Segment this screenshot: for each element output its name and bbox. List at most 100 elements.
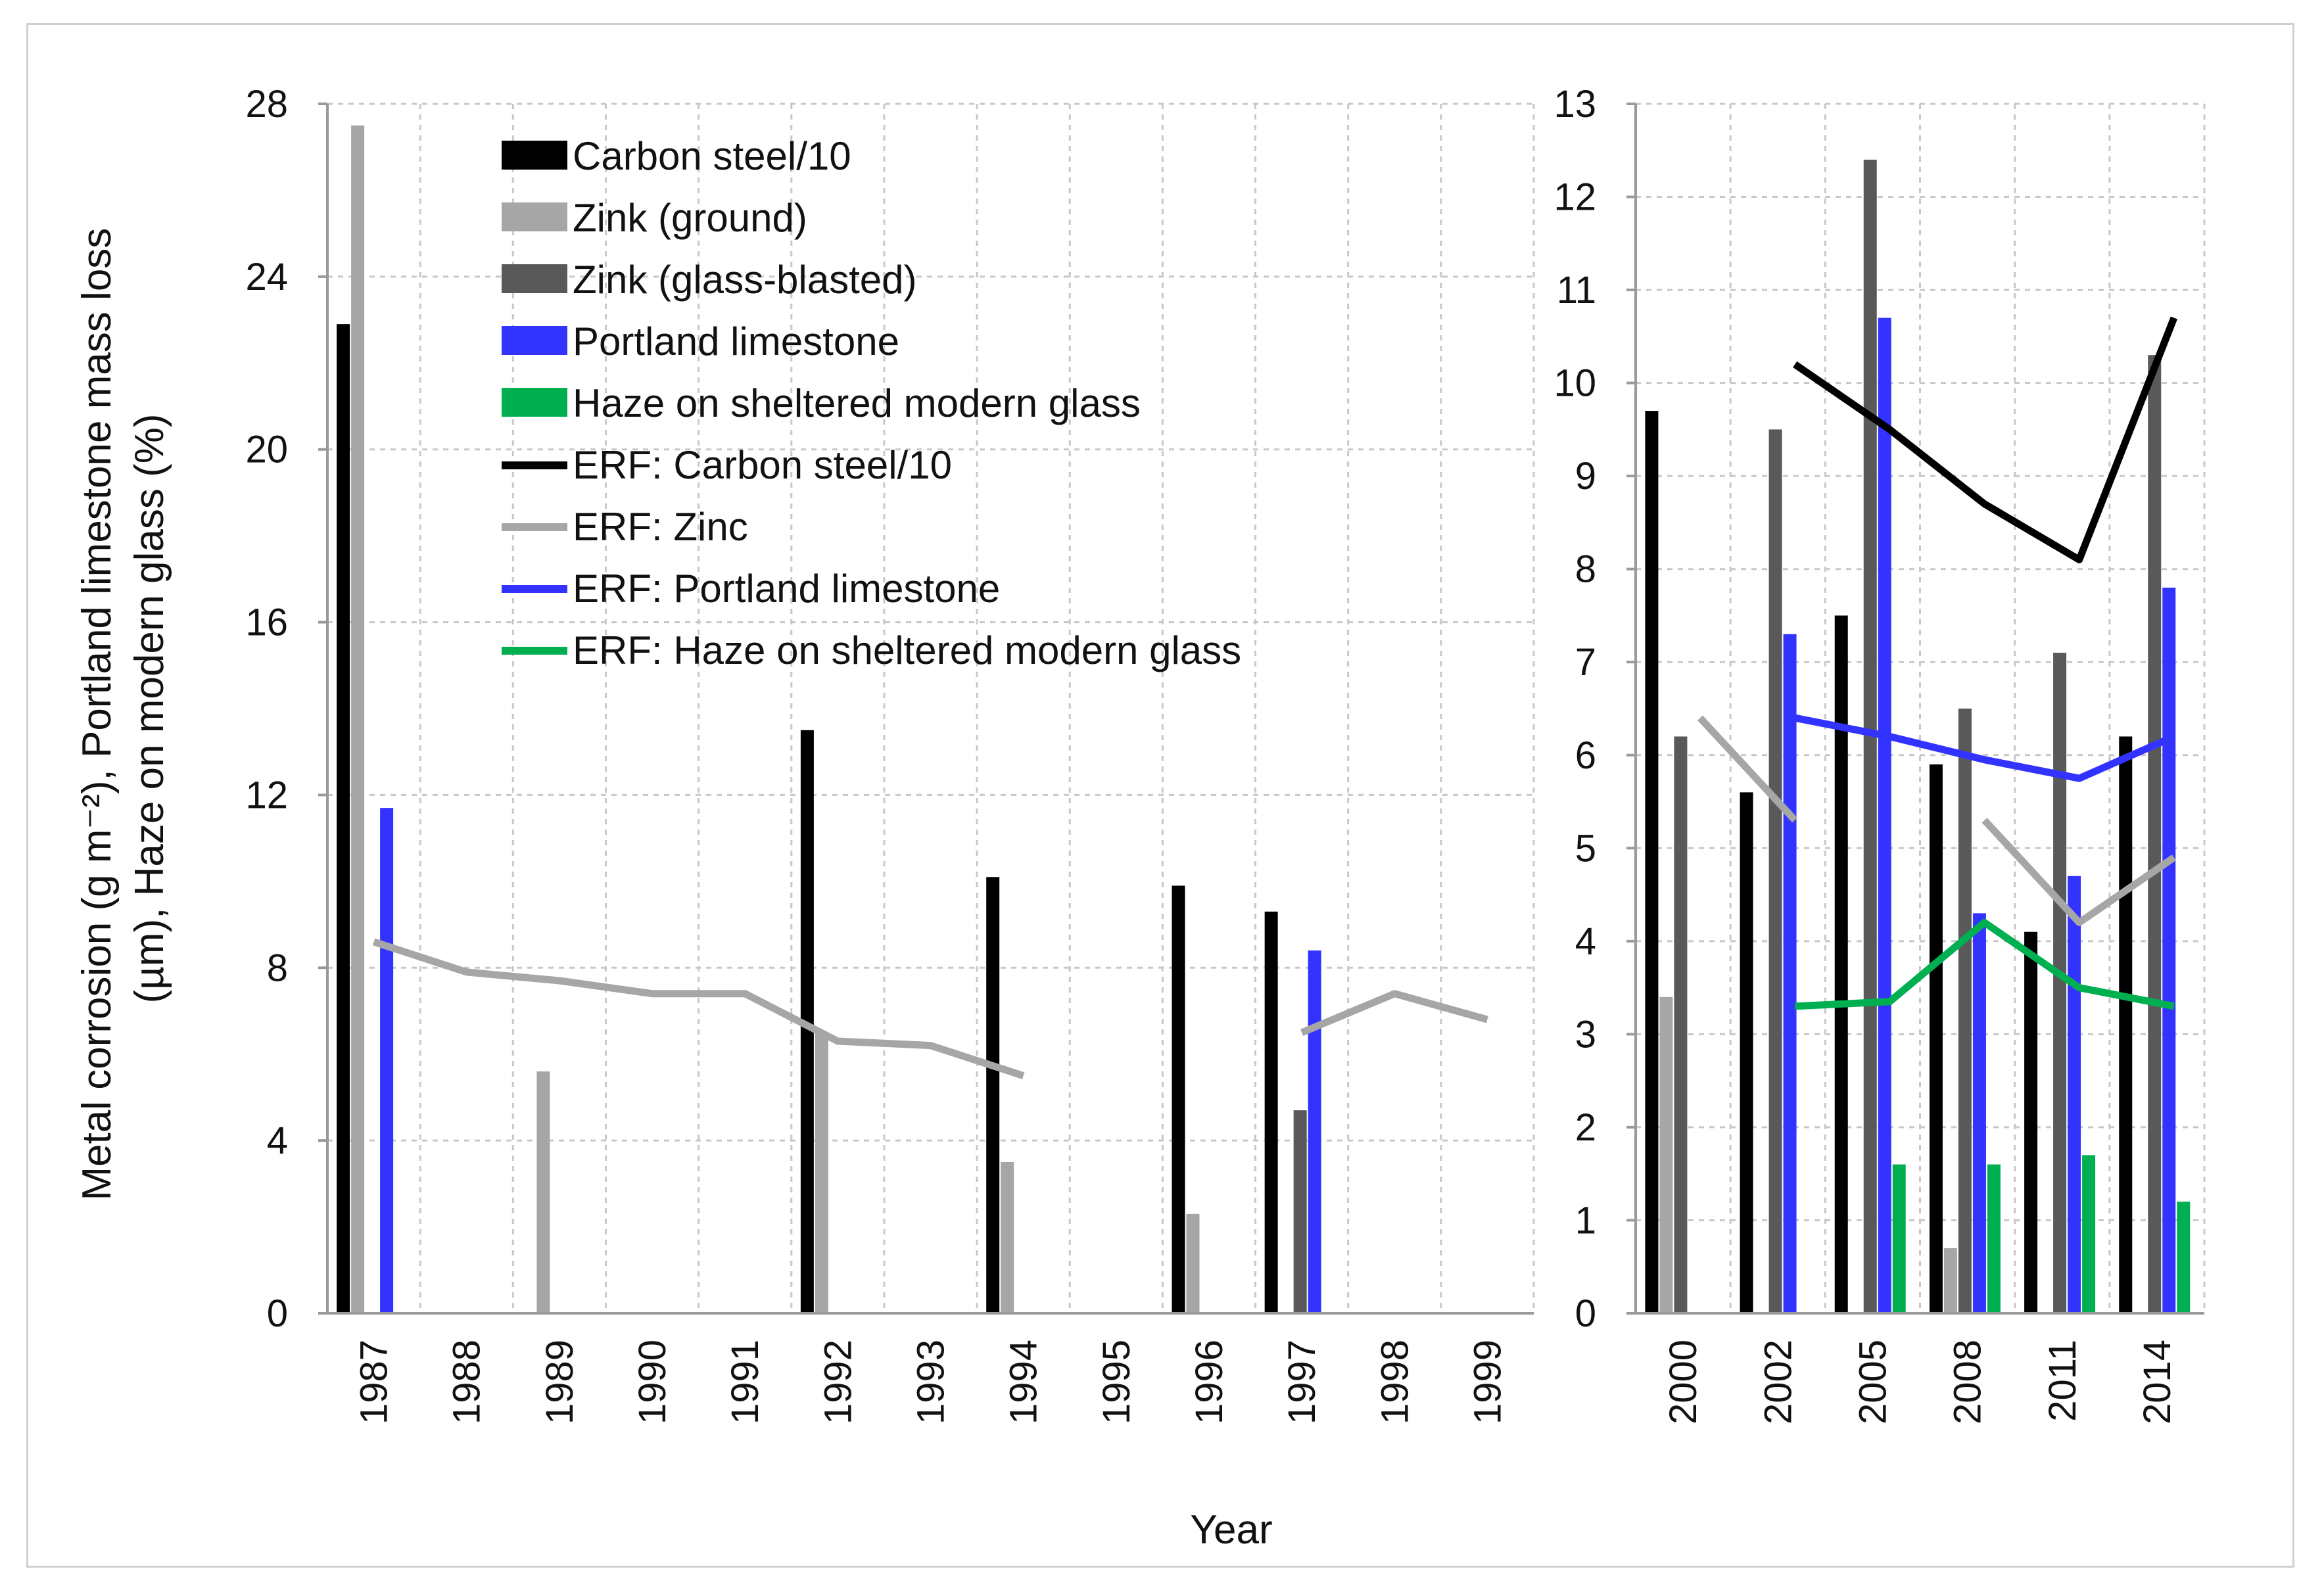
bar-zink-glass-blasted [2148,355,2162,1313]
right-y-tick-label: 12 [1553,176,1596,219]
line-erf-zinc [1981,818,2177,926]
line-erf-zinc [1300,990,1488,1036]
right-x-tick-label: 2005 [1851,1340,1894,1424]
bar-haze-on-sheltered-modern-glass [2177,1202,2191,1313]
bar-portland-limestone [1878,317,1891,1313]
bar-zink-ground [1943,1248,1957,1313]
left-x-tick-label: 1995 [1095,1340,1138,1424]
legend-swatch-zink-ground [502,202,567,231]
line-erf-zinc [1697,715,1798,823]
legend-swatch-zink-glass-blasted [502,264,567,293]
right-x-tick-label: 2014 [2136,1340,2179,1424]
bar-carbon-steel-10 [2024,931,2038,1313]
left-y-tick-label: 0 [267,1292,288,1335]
left-x-tick-label: 1998 [1373,1340,1416,1424]
bar-carbon-steel-10 [986,877,1000,1313]
right-y-tick-label: 1 [1575,1199,1596,1242]
legend-swatch-haze-on-sheltered-modern-glass [502,388,567,417]
right-y-tick-label: 3 [1575,1013,1596,1056]
right-y-tick-label: 2 [1575,1106,1596,1149]
left-x-tick-label: 1996 [1188,1340,1231,1424]
right-y-tick-label: 4 [1575,920,1596,963]
bar-zink-glass-blasted [2053,653,2067,1313]
legend-label: Carbon steel/10 [573,134,851,178]
bar-carbon-steel-10 [2119,736,2133,1313]
y-axis-title-line-2: (µm), Haze on modern glass (%) [127,413,172,1003]
bar-zink-ground [1186,1213,1200,1313]
right-y-tick-label: 11 [1557,269,1596,312]
legend-swatch-carbon-steel-10 [502,141,567,170]
right-x-tick-label: 2002 [1757,1340,1799,1424]
bar-carbon-steel-10 [1264,911,1278,1313]
left-y-tick-label: 12 [245,774,288,816]
left-x-tick-label: 1993 [910,1340,953,1424]
bar-zink-ground [536,1071,550,1313]
left-x-tick-label: 1987 [353,1340,396,1424]
left-x-tick-label: 1997 [1281,1340,1323,1424]
bar-carbon-steel-10 [1172,885,1185,1313]
bar-portland-limestone [1783,634,1797,1313]
right-x-tick-label: 2000 [1662,1340,1705,1424]
right-y-tick-label: 6 [1575,734,1596,777]
right-x-tick-label: 2008 [1947,1340,1989,1424]
bar-haze-on-sheltered-modern-glass [1987,1164,2001,1313]
left-x-tick-label: 1990 [631,1340,674,1424]
bar-zink-ground [351,125,365,1313]
left-y-tick-label: 20 [245,429,288,471]
right-y-tick-label: 5 [1575,827,1596,870]
left-x-tick-label: 1999 [1466,1340,1509,1424]
left-x-tick-label: 1991 [724,1340,767,1424]
legend-swatch-portland-limestone [502,326,567,355]
left-y-tick-label: 4 [267,1119,288,1162]
legend-label: Zink (glass-blasted) [573,258,917,302]
bar-carbon-steel-10 [1740,792,1753,1313]
left-x-tick-label: 1994 [1003,1340,1045,1424]
left-y-tick-label: 24 [245,256,288,298]
bar-portland-limestone [2068,876,2081,1313]
bar-zink-glass-blasted [1293,1110,1307,1313]
bar-zink-ground [1659,996,1673,1313]
bar-zink-ground [815,1032,828,1313]
bar-haze-on-sheltered-modern-glass [2082,1155,2096,1313]
bar-carbon-steel-10 [1834,615,1848,1313]
bar-portland-limestone [380,808,394,1313]
right-y-tick-label: 7 [1575,641,1596,684]
right-y-tick-label: 10 [1553,362,1596,405]
line-erf-portland-limestone [1794,714,2176,782]
legend-label: Portland limestone [573,319,899,363]
left-y-tick-label: 8 [267,947,288,989]
legend: Carbon steel/10 Zink (ground) Zink (glass-… [502,134,1241,672]
legend-label: ERF: Zinc [573,505,748,549]
chart-figure: 0 4 8 12 16 20 24 28 1987 1988 1989 1990 1991 1992 199… [26,23,2294,1568]
bar-zink-glass-blasted [1863,159,1877,1313]
left-x-tick-label: 1992 [817,1340,859,1424]
bar-zink-glass-blasted [1674,736,1688,1313]
right-y-tick-label: 8 [1575,548,1596,591]
line-erf-haze-on-sheltered-modern-glass [1794,919,2175,1010]
bar-zink-ground [1001,1162,1014,1313]
line-erf-zinc [372,938,1025,1079]
y-axis-title-line-1: Metal corrosion (g m⁻²), Portland limest… [74,228,120,1201]
y-axis-title: Metal corrosion (g m⁻²), Portland limest… [74,216,172,1200]
bar-carbon-steel-10 [1929,764,1943,1313]
right-y-tick-label: 0 [1575,1292,1596,1335]
bar-carbon-steel-10 [1645,411,1659,1313]
bar-portland-limestone [1308,950,1321,1313]
bar-portland-limestone [1972,913,1986,1313]
right-x-tick-label: 2011 [2041,1340,2084,1422]
bar-zink-glass-blasted [1768,429,1782,1313]
bar-portland-limestone [2162,588,2176,1313]
left-y-tick-label: 16 [245,601,288,644]
legend-label: Haze on sheltered modern glass [573,381,1141,425]
right-y-tick-label: 9 [1575,455,1596,498]
left-x-tick-label: 1989 [538,1340,581,1424]
legend-label: ERF: Haze on sheltered modern glass [573,628,1241,672]
bar-zink-glass-blasted [1958,709,1972,1313]
bar-haze-on-sheltered-modern-glass [1892,1164,1906,1313]
legend-label: ERF: Carbon steel/10 [573,443,952,487]
left-y-tick-label: 28 [245,83,288,126]
x-axis-title: Year [1190,1507,1272,1553]
legend-label: ERF: Portland limestone [573,567,1000,611]
right-y-tick-label: 13 [1553,83,1596,126]
